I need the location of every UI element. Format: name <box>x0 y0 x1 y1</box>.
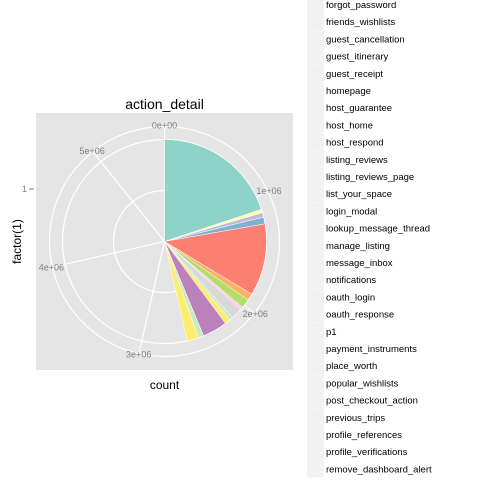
x-axis-title: count <box>150 378 180 392</box>
angular-tick-label-0: 0e+00 <box>152 121 177 131</box>
legend-key-23 <box>307 391 324 409</box>
angular-tick-labels: 0e+00 1e+06 2e+06 3e+06 4e+06 5e+06 <box>39 121 282 360</box>
chart-title: action_detail <box>125 96 204 112</box>
legend-key-13 <box>307 219 324 237</box>
angular-tick-label-1: 1e+06 <box>256 186 281 196</box>
legend-key-14 <box>307 236 324 254</box>
legend-label-17: oauth_login <box>326 292 375 303</box>
legend-key-16 <box>307 271 324 289</box>
legend-key-24 <box>307 408 324 426</box>
legend-key-27 <box>307 460 324 478</box>
legend-key-17 <box>307 288 324 306</box>
legend-label-26: profile_verifications <box>326 447 408 458</box>
legend-key-25 <box>307 426 324 443</box>
legend-label-0: forgot_password <box>326 0 396 11</box>
legend-label-22: popular_wishlists <box>326 378 399 389</box>
legend-key-22 <box>307 374 324 392</box>
legend-key-1 <box>307 13 324 31</box>
legend-key-4 <box>307 64 324 82</box>
legend-key-0 <box>307 0 324 13</box>
legend-key-21 <box>307 357 324 375</box>
legend-label-16: notifications <box>326 275 376 286</box>
legend-label-12: login_modal <box>326 206 377 217</box>
legend-label-6: host_guarantee <box>326 103 392 114</box>
legend-label-27: remove_dashboard_alert <box>326 464 432 475</box>
legend-key-11 <box>307 185 324 203</box>
angular-tick-label-5: 5e+06 <box>80 146 105 156</box>
legend: forgot_password friends_wishlists guest_ca… <box>307 0 432 478</box>
grid-spoke-3 <box>138 241 166 354</box>
legend-key-26 <box>307 443 324 461</box>
legend-label-11: list_your_space <box>326 189 392 200</box>
legend-key-2 <box>307 30 324 48</box>
legend-key-3 <box>307 47 324 65</box>
grid-spoke-4 <box>52 240 165 268</box>
legend-key-19 <box>307 322 324 340</box>
legend-key-10 <box>307 168 324 185</box>
legend-label-24: previous_trips <box>326 413 385 424</box>
legend-label-8: host_respond <box>326 138 384 149</box>
legend-label-14: manage_listing <box>326 241 390 252</box>
legend-label-7: host_home <box>326 120 373 131</box>
legend-label-5: homepage <box>326 86 371 97</box>
pie-slice-0 <box>164 139 262 242</box>
angular-tick-label-4: 4e+06 <box>39 262 64 272</box>
legend-label-18: oauth_response <box>326 310 394 321</box>
pie-slice-4 <box>163 223 267 295</box>
legend-label-19: p1 <box>326 327 337 338</box>
legend-key-12 <box>307 202 324 220</box>
legend-label-1: friends_wishlists <box>326 17 395 28</box>
legend-key-6 <box>307 99 324 117</box>
legend-key-15 <box>307 254 324 271</box>
legend-key-8 <box>307 133 324 151</box>
legend-key-9 <box>307 150 324 168</box>
pie-slice-13 <box>164 241 199 342</box>
angular-tick-label-3: 3e+06 <box>126 350 151 360</box>
y-tick-label: 1 <box>22 184 27 194</box>
legend-key-20 <box>307 340 324 357</box>
legend-label-10: listing_reviews_page <box>326 172 414 183</box>
grid-spoke-5 <box>92 151 165 242</box>
angular-tick-label-2: 2e+06 <box>243 309 268 319</box>
legend-key-18 <box>307 305 324 323</box>
legend-label-15: message_inbox <box>326 258 393 269</box>
y-axis-title: factor(1) <box>10 219 24 264</box>
legend-label-3: guest_itinerary <box>326 52 389 63</box>
legend-key-5 <box>307 82 324 99</box>
legend-label-2: guest_cancellation <box>326 34 405 45</box>
legend-key-7 <box>307 116 324 134</box>
legend-label-4: guest_receipt <box>326 69 383 80</box>
legend-label-20: payment_instruments <box>326 344 417 355</box>
legend-label-23: post_checkout_action <box>326 396 418 407</box>
legend-label-25: profile_references <box>326 430 402 441</box>
legend-label-13: lookup_message_thread <box>326 224 430 235</box>
legend-label-9: listing_reviews <box>326 155 388 166</box>
pie-slices <box>163 139 267 342</box>
legend-label-21: place_worth <box>326 361 377 372</box>
